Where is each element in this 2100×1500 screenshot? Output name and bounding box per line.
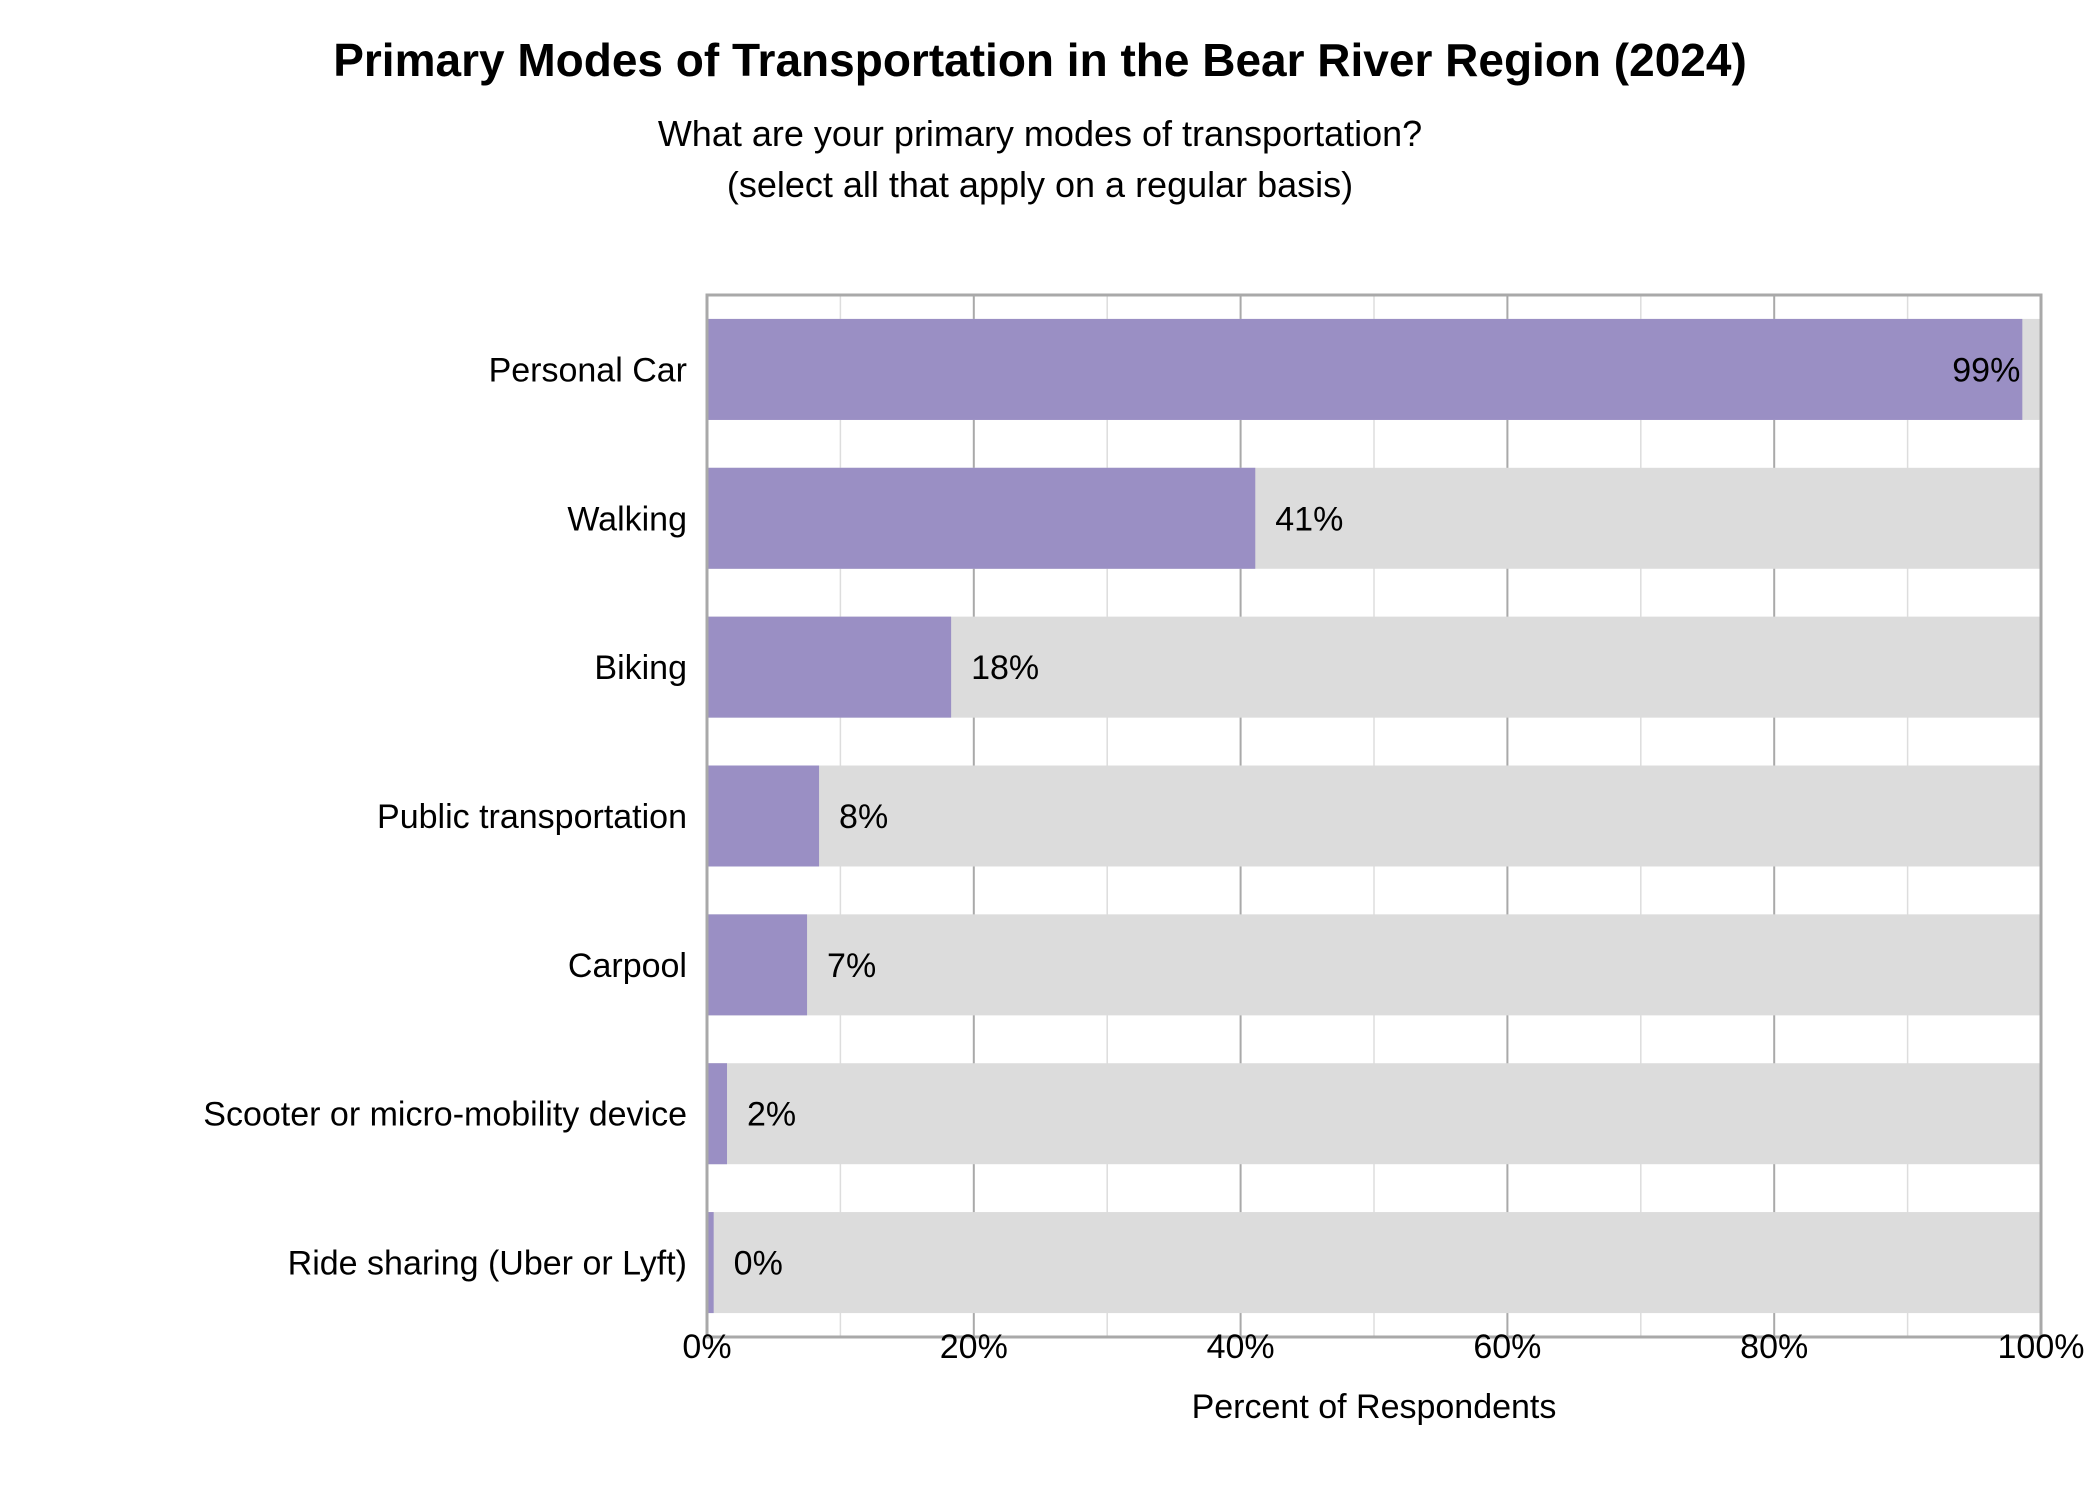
x-tick-label: 80% (1740, 1328, 1808, 1366)
data-label: 18% (971, 649, 1039, 687)
bar-biking (707, 616, 952, 718)
background-bar (707, 765, 2041, 867)
data-label: 0% (734, 1245, 783, 1283)
x-tick-label: 40% (1207, 1328, 1275, 1366)
category-label: Ride sharing (Uber or Lyft) (288, 1245, 687, 1283)
category-label: Personal Car (489, 351, 687, 389)
background-bar (707, 914, 2041, 1016)
data-label: 41% (1275, 500, 1343, 538)
x-tick-label: 0% (682, 1328, 731, 1366)
data-label: 99% (1952, 351, 2020, 389)
chart-subtitle-line-2: (select all that apply on a regular basi… (727, 164, 1353, 205)
x-tick-label: 20% (940, 1328, 1008, 1366)
x-axis-label: Percent of Respondents (1192, 1388, 1557, 1426)
bar-personal-car (707, 318, 2023, 420)
bar-walking (707, 467, 1256, 569)
axes: Personal Car 99% Walking 41% Biking 18% Public… (203, 293, 2085, 1366)
plot-frame (705, 293, 2043, 1339)
category-label: Walking (567, 500, 687, 538)
category-label: Public transportation (377, 798, 687, 836)
category-label: Biking (594, 649, 687, 687)
bar-carpool (707, 914, 808, 1016)
bar-scooter-or-micro-mobility-device (707, 1063, 728, 1165)
category-label: Carpool (568, 947, 687, 985)
chart-subtitle-line-1: What are your primary modes of transport… (658, 113, 1422, 154)
x-tick-label: 60% (1473, 1328, 1541, 1366)
data-label: 8% (839, 798, 888, 836)
background-bar (707, 1212, 2041, 1314)
category-label: Scooter or micro-mobility device (203, 1096, 687, 1134)
bars (707, 318, 2041, 1314)
chart-title: Primary Modes of Transportation in the B… (333, 34, 1747, 86)
bar-ride-sharing-uber-or-lyft- (707, 1212, 714, 1314)
bar-public-transportation (707, 765, 820, 867)
x-tick-label: 100% (1998, 1328, 2085, 1366)
data-label: 2% (747, 1096, 796, 1134)
data-label: 7% (827, 947, 876, 985)
background-bar (707, 1063, 2041, 1165)
